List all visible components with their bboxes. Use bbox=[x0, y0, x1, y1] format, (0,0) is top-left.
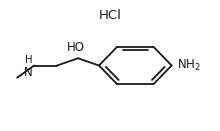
Text: HCl: HCl bbox=[99, 9, 121, 22]
Text: NH$_2$: NH$_2$ bbox=[177, 58, 201, 73]
Text: HO: HO bbox=[67, 41, 85, 54]
Text: H: H bbox=[26, 55, 33, 65]
Text: N: N bbox=[24, 66, 33, 79]
